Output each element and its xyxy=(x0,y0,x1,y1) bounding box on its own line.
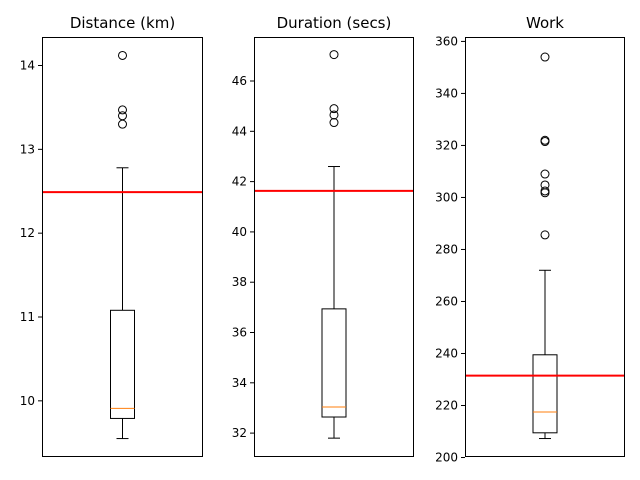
y-tick-label: 12 xyxy=(20,226,35,240)
flier-point xyxy=(540,52,550,62)
box-iqr xyxy=(532,354,558,434)
y-tick-label: 32 xyxy=(232,426,247,440)
y-tick-label: 10 xyxy=(20,394,35,408)
axes-frame xyxy=(465,37,625,457)
flier-point xyxy=(329,118,339,128)
panel-distance: Distance (km) 10 11 12 13 14 xyxy=(20,14,203,457)
panel-title: Distance (km) xyxy=(70,14,175,32)
box-iqr xyxy=(321,308,347,418)
y-tick-label: 36 xyxy=(232,326,247,340)
y-tick-label: 40 xyxy=(232,225,247,239)
axes-frame xyxy=(254,37,414,457)
y-tick-label: 220 xyxy=(435,399,458,413)
panel-work: Work 200 220 240 260 280 300 320 340 360 xyxy=(435,14,625,465)
y-tick-label: 280 xyxy=(435,242,458,256)
y-tick-label: 240 xyxy=(435,346,458,360)
y-tick-label: 200 xyxy=(435,451,458,465)
flier-point xyxy=(540,137,550,147)
y-tick-label: 44 xyxy=(232,124,247,138)
flier-point xyxy=(540,188,550,198)
panel-title: Work xyxy=(526,14,564,32)
y-tick-label: 320 xyxy=(435,138,458,152)
y-tick-label: 340 xyxy=(435,86,458,100)
y-tick-label: 360 xyxy=(435,34,458,48)
y-tick-label: 34 xyxy=(232,376,247,390)
flier-point xyxy=(118,50,127,60)
y-tick-label: 300 xyxy=(435,190,458,204)
panel-title: Duration (secs) xyxy=(277,14,392,32)
flier-point xyxy=(540,169,550,179)
axes-frame xyxy=(42,37,203,457)
y-tick-label: 46 xyxy=(232,74,247,88)
flier-point xyxy=(329,104,339,114)
flier-point xyxy=(329,50,339,60)
flier-point xyxy=(118,119,127,129)
y-tick-label: 38 xyxy=(232,275,247,289)
flier-point xyxy=(540,230,550,240)
y-tick-label: 13 xyxy=(20,142,35,156)
flier-point xyxy=(118,105,127,115)
panel-duration: Duration (secs) 32 34 36 38 40 42 44 46 xyxy=(232,14,414,457)
y-tick-label: 11 xyxy=(20,310,35,324)
y-tick-label: 260 xyxy=(435,294,458,308)
y-tick-label: 14 xyxy=(20,59,35,73)
y-tick-label: 42 xyxy=(232,175,247,189)
box-iqr xyxy=(110,309,135,419)
